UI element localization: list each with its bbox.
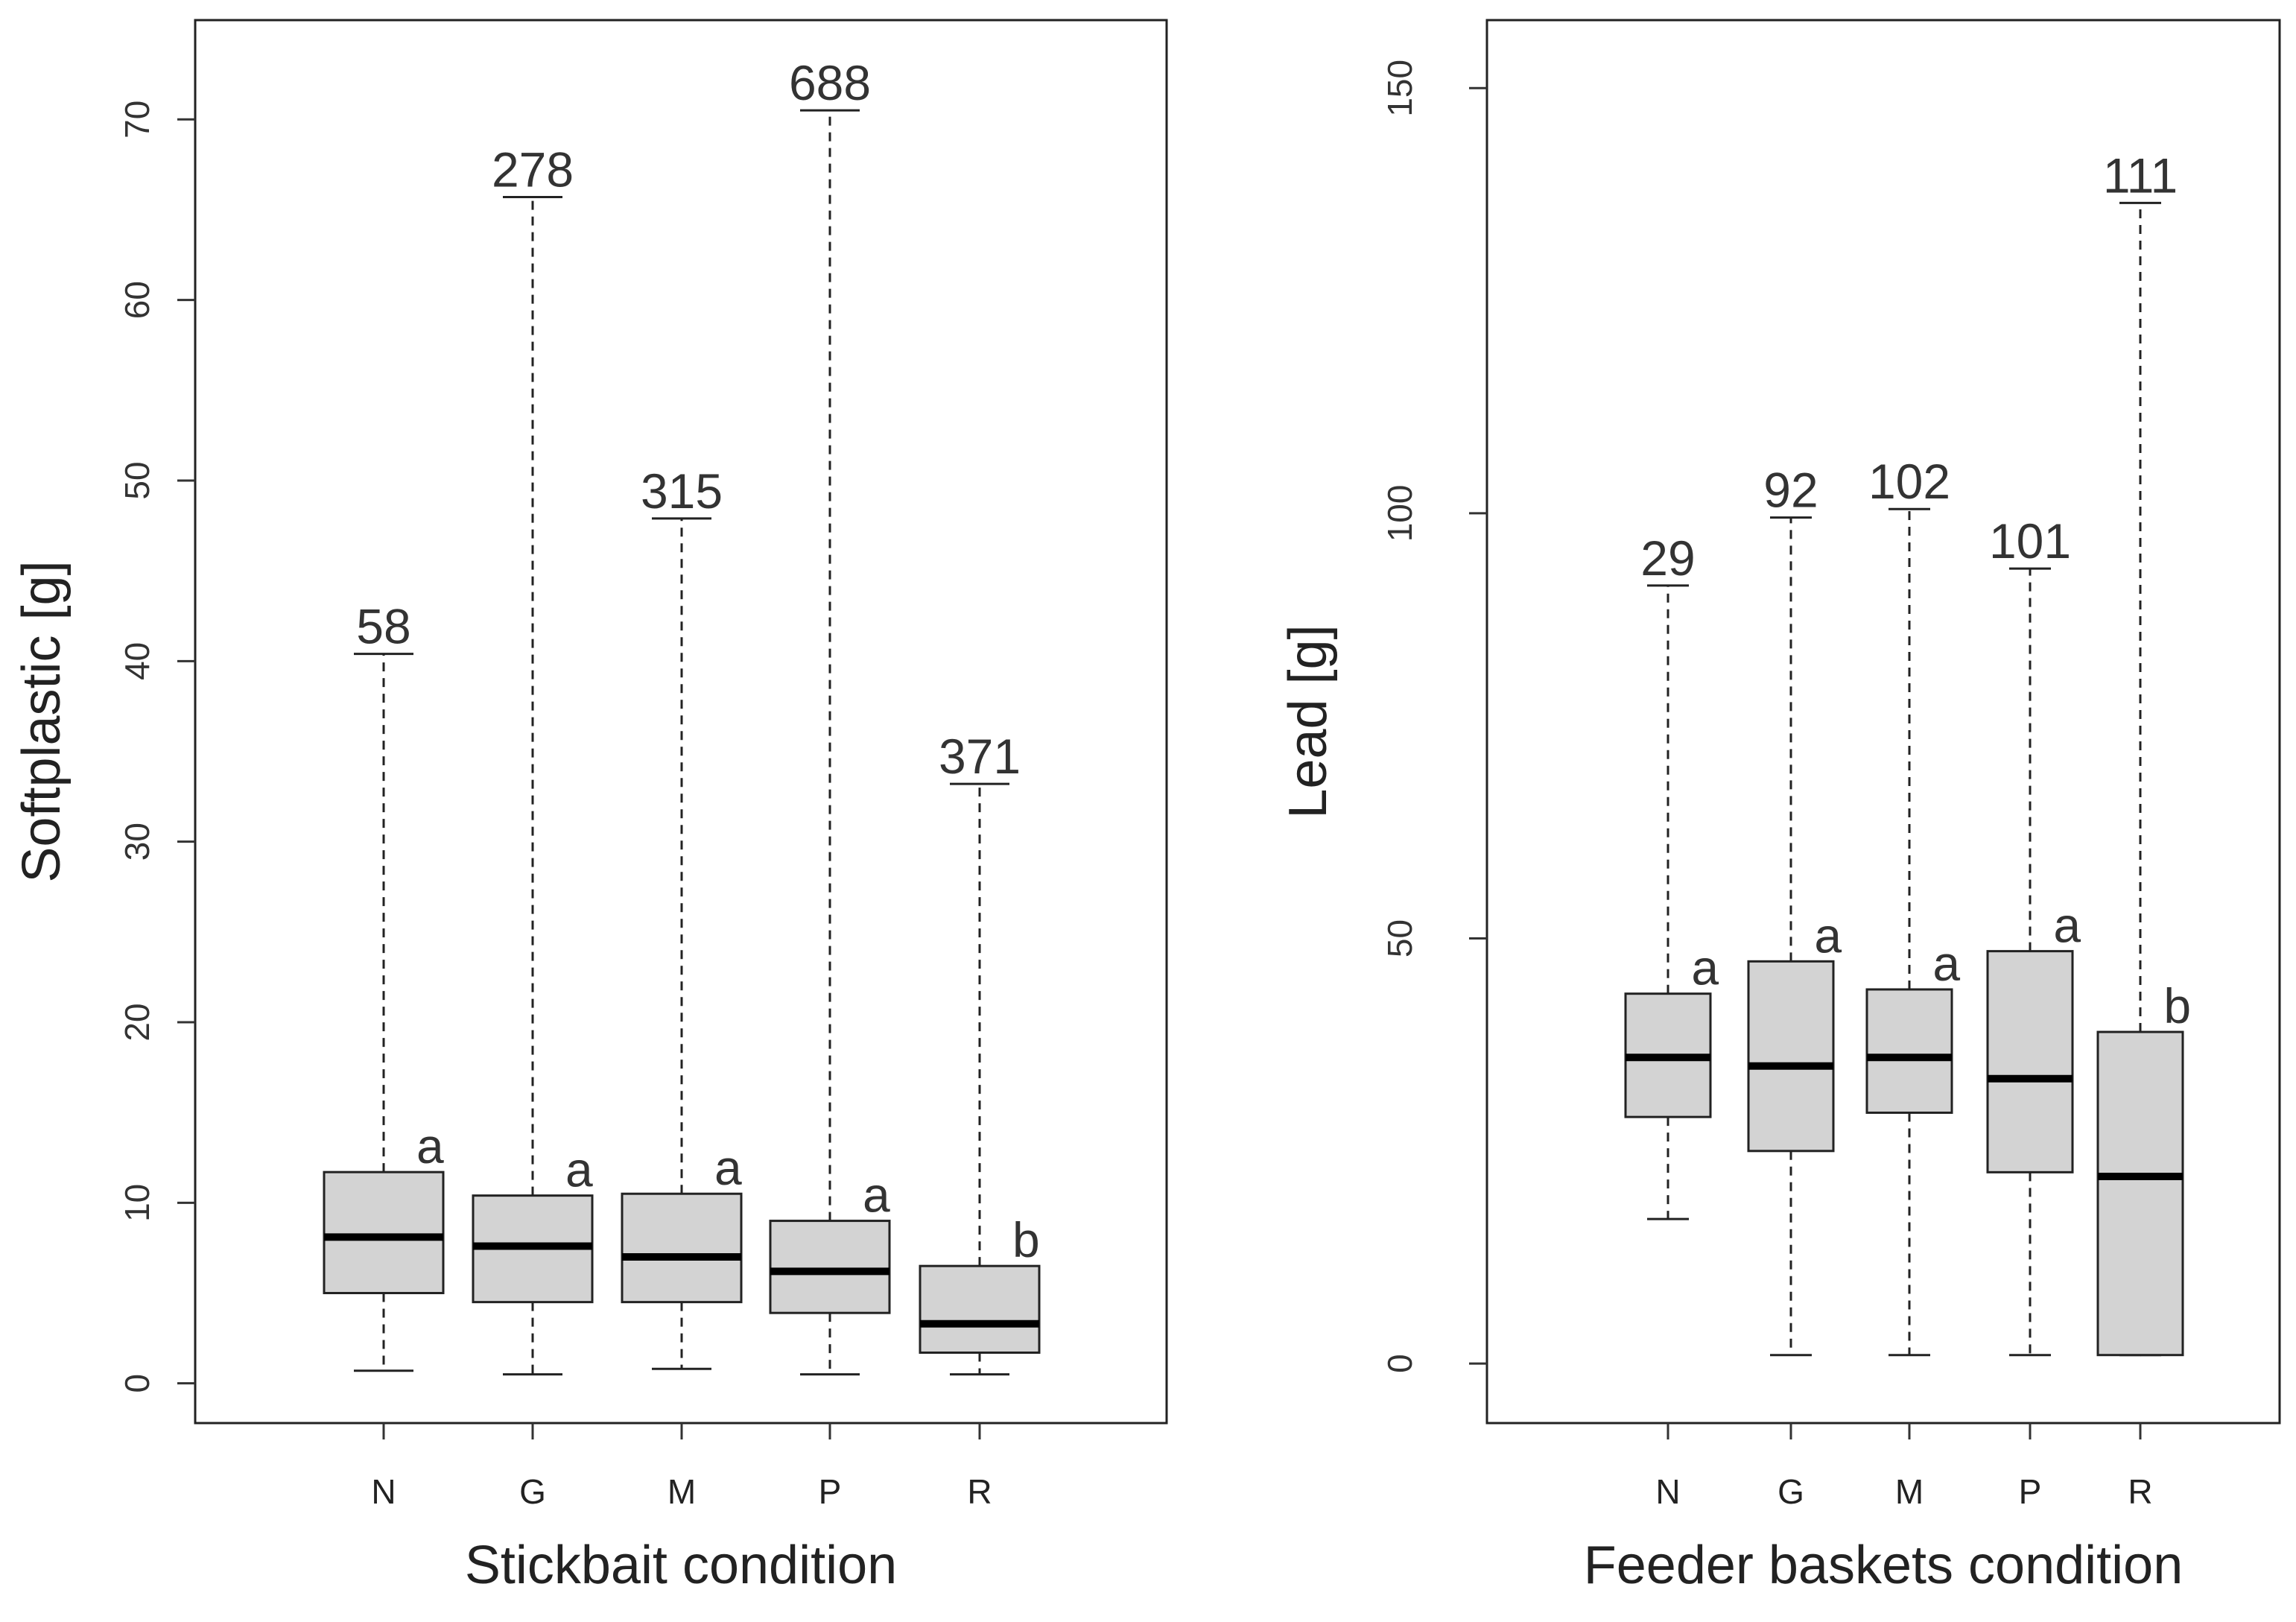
plot-frame xyxy=(1485,19,2281,1425)
x-tick-label: P xyxy=(819,1472,842,1511)
box-N: N 29 a xyxy=(1624,530,1719,1511)
n-label: 688 xyxy=(789,55,871,110)
group-letter: b xyxy=(2163,978,2191,1033)
box-N: N 58 a xyxy=(323,599,445,1511)
box-R: R 371 b xyxy=(919,729,1041,1511)
group-letter: a xyxy=(565,1142,593,1197)
box-P: P 688 a xyxy=(769,55,891,1511)
x-tick-label: G xyxy=(1778,1472,1804,1511)
x-tick-label: G xyxy=(519,1472,546,1511)
x-tick-label: N xyxy=(371,1472,396,1511)
x-axis-label: Feeder baskets condition xyxy=(1584,1536,2183,1595)
group-letter: b xyxy=(1012,1212,1040,1267)
y-tick-label: 60 xyxy=(118,281,156,319)
n-label: 58 xyxy=(356,599,410,654)
y-tick-label: 0 xyxy=(118,1374,156,1393)
x-tick-label: P xyxy=(2019,1472,2042,1511)
group-letter: a xyxy=(416,1118,444,1173)
y-tick-label: 150 xyxy=(1380,60,1419,117)
x-axis-label: Stickbait condition xyxy=(465,1536,897,1595)
y-tick-label: 20 xyxy=(118,1003,156,1041)
y-tick-label: 50 xyxy=(118,461,156,499)
x-tick-label: R xyxy=(2128,1472,2152,1511)
n-label: 111 xyxy=(2103,148,2178,203)
n-label: 315 xyxy=(641,463,723,519)
y-tick-label: 100 xyxy=(1380,485,1419,542)
box-body xyxy=(769,1220,891,1314)
n-label: 101 xyxy=(1989,513,2071,568)
y-tick-label: 10 xyxy=(118,1184,156,1222)
group-letter: a xyxy=(1932,936,1960,991)
n-label: 29 xyxy=(1640,530,1695,586)
group-letter: a xyxy=(863,1168,890,1223)
x-tick-label: N xyxy=(1655,1472,1680,1511)
group-letter: a xyxy=(1814,907,1842,963)
box-body xyxy=(1865,988,1953,1114)
panel-2: 0 50 100 150 Lead [g] Feeder baskets conditio… xyxy=(1278,19,2281,1595)
n-label: 278 xyxy=(492,142,574,197)
box-M: M 102 a xyxy=(1865,454,1960,1511)
n-label: 102 xyxy=(1868,454,1950,509)
y-tick-label: 0 xyxy=(1380,1354,1419,1373)
box-R: R 111 b xyxy=(2096,148,2191,1511)
box-body xyxy=(919,1264,1041,1354)
box-G: G 278 a xyxy=(472,142,594,1511)
y-tick-label: 30 xyxy=(118,823,156,861)
x-tick-label: R xyxy=(967,1472,992,1511)
panel-1: 0 10 20 30 40 50 60 70 Softplastic [g] Stickbait … xyxy=(12,19,1168,1595)
n-label: 371 xyxy=(939,729,1021,784)
x-tick-label: M xyxy=(1895,1472,1924,1511)
box-body xyxy=(1747,960,1835,1153)
box-body xyxy=(1986,950,2074,1173)
y-axis-label: Softplastic [g] xyxy=(12,560,72,882)
box-body xyxy=(621,1192,743,1304)
group-letter: a xyxy=(2053,898,2081,953)
x-tick-label: M xyxy=(667,1472,696,1511)
box-P: P 101 a xyxy=(1986,513,2081,1511)
y-axis-label: Lead [g] xyxy=(1278,624,1338,818)
box-G: G 92 a xyxy=(1747,463,1842,1511)
y-tick-label: 40 xyxy=(118,642,156,680)
group-letter: a xyxy=(714,1140,742,1195)
n-label: 92 xyxy=(1763,463,1818,518)
y-tick-label: 70 xyxy=(118,101,156,139)
box-M: M 315 a xyxy=(621,463,743,1511)
group-letter: a xyxy=(1691,940,1719,995)
y-tick-label: 50 xyxy=(1380,919,1419,957)
box-body xyxy=(2096,1030,2184,1357)
box-body xyxy=(323,1170,445,1295)
